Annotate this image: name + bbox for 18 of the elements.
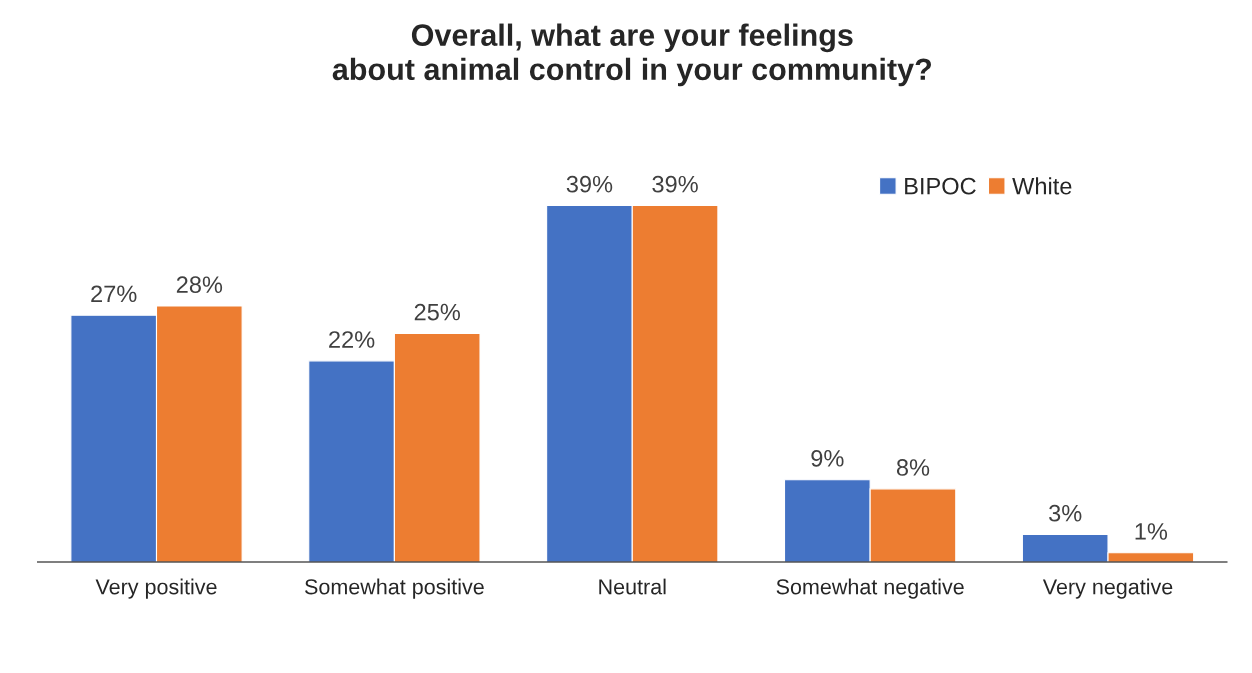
x-tick-label: Neutral: [599, 578, 666, 595]
legend-label: BIPOC: [905, 177, 976, 195]
legend-label: White: [1012, 177, 1072, 195]
data-label: 8%: [896, 459, 930, 476]
chart-title: Overall, what are your feelings about animal control in your community?: [332, 23, 931, 87]
data-label: 27%: [91, 285, 137, 303]
data-label: 22%: [329, 331, 375, 348]
x-tick-label: Somewhat negative: [776, 578, 964, 599]
data-label: 9%: [811, 449, 844, 467]
x-tick-label: Very positive: [95, 578, 217, 599]
data-label: 28%: [176, 276, 223, 294]
data-label: 39%: [652, 175, 698, 193]
x-tick-label: Very negative: [1042, 578, 1173, 599]
data-label: 3%: [1049, 504, 1082, 522]
data-label: 25%: [414, 303, 460, 321]
data-label: 39%: [566, 175, 613, 193]
x-tick-label: Somewhat positive: [305, 578, 484, 599]
data-label: 1%: [1135, 523, 1168, 540]
